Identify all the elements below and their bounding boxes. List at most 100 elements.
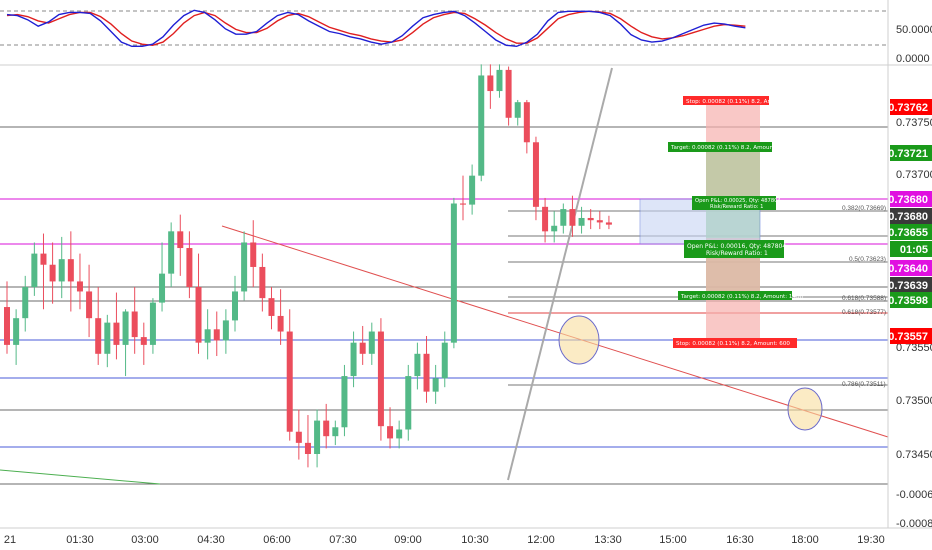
fib-label: 0.5(0.73623) — [849, 256, 886, 263]
candle-body[interactable] — [532, 142, 539, 207]
candle-body[interactable] — [587, 217, 594, 221]
candle-body[interactable] — [295, 431, 302, 443]
candle-body[interactable] — [450, 203, 457, 343]
candle-body[interactable] — [505, 69, 512, 118]
price-badge-text: 0.73640 — [888, 263, 928, 275]
candle-body[interactable] — [341, 376, 348, 428]
price-badge-text: 0.73762 — [888, 102, 928, 114]
candle-body[interactable] — [359, 342, 366, 354]
stop-label-bottom-text: Stop: 0.00082 (0.11%) 8.2, Amount: 600 — [676, 341, 790, 347]
candle-body[interactable] — [460, 203, 466, 205]
open-pnl-long-label[interactable] — [684, 240, 784, 258]
candle-body[interactable] — [86, 291, 93, 319]
time-axis[interactable]: 21 01:30 03:00 04:30 06:00 07:30 09:00 10:30 12:… — [0, 527, 932, 546]
candle-body[interactable] — [113, 322, 120, 345]
candle-body[interactable] — [250, 242, 257, 267]
candle-body[interactable] — [469, 175, 476, 205]
price-tick: -0.0008 — [896, 518, 932, 530]
candle-body[interactable] — [95, 318, 102, 354]
candle-body[interactable] — [350, 342, 357, 377]
candle-body[interactable] — [396, 429, 403, 439]
candle-body[interactable] — [286, 331, 293, 432]
candle-body[interactable] — [213, 329, 220, 341]
price-tick: -0.0006 — [896, 489, 932, 501]
stop-label-bottom[interactable] — [673, 338, 797, 348]
candle-body[interactable] — [569, 209, 576, 226]
candle-body[interactable] — [441, 342, 448, 379]
candle-body[interactable] — [13, 318, 20, 345]
candle-body[interactable] — [551, 225, 558, 232]
time-label: 21 — [4, 534, 16, 546]
candle-body[interactable] — [4, 307, 10, 345]
candle-body[interactable] — [67, 259, 74, 282]
candle-body[interactable] — [423, 353, 430, 392]
candles[interactable] — [4, 64, 612, 468]
candle-body[interactable] — [104, 322, 111, 354]
candle-body[interactable] — [204, 329, 211, 343]
candle-body[interactable] — [314, 420, 321, 454]
stop-label-top[interactable] — [683, 96, 769, 105]
candle-body[interactable] — [487, 75, 494, 92]
candle-body[interactable] — [496, 69, 503, 92]
candle-body[interactable] — [605, 222, 612, 225]
candle-body[interactable] — [31, 253, 38, 287]
open-pnl-long-text: Open P&L: 0.00016, Qty: 487804 — [687, 243, 786, 250]
candle-body[interactable] — [177, 231, 184, 249]
candle-body[interactable] — [560, 209, 567, 226]
candle-body[interactable] — [232, 291, 238, 321]
price-axis[interactable]: 0.73750 0.73700 0.73550 0.73500 0.73450 … — [887, 0, 932, 530]
open-rr-short-text: Risk/Reward Ratio: 1 — [710, 204, 763, 210]
candle-body[interactable] — [277, 315, 284, 332]
open-pnl-short-label[interactable] — [692, 196, 776, 210]
candle-body[interactable] — [168, 231, 175, 274]
candle-body[interactable] — [195, 287, 202, 343]
highlight-ellipse[interactable] — [787, 387, 823, 431]
candle-body[interactable] — [523, 102, 530, 143]
target-label-bottom[interactable] — [678, 291, 792, 300]
osc-axis-label-0: 0.0000 — [896, 53, 930, 65]
candle-body[interactable] — [40, 253, 47, 265]
candle-body[interactable] — [578, 217, 585, 226]
candle-body[interactable] — [478, 75, 485, 176]
candle-body[interactable] — [140, 337, 147, 345]
candle-body[interactable] — [259, 266, 266, 299]
candle-body[interactable] — [222, 320, 229, 341]
candle-body[interactable] — [241, 242, 248, 292]
highlight-ellipse[interactable] — [558, 315, 600, 365]
candle-body[interactable] — [186, 248, 193, 287]
candle-body[interactable] — [268, 298, 275, 316]
candle-body[interactable] — [131, 311, 138, 338]
candle-body[interactable] — [332, 427, 339, 437]
candle-body[interactable] — [368, 331, 375, 354]
target-label-top[interactable] — [668, 142, 772, 152]
candle-body[interactable] — [49, 264, 56, 282]
gray-trendline[interactable] — [507, 67, 613, 481]
candle-body[interactable] — [304, 442, 311, 454]
candle-body[interactable] — [596, 220, 603, 223]
candle-body[interactable] — [542, 206, 549, 232]
candle-body[interactable] — [432, 378, 439, 392]
price-badge-text: 0.73680 — [888, 194, 928, 206]
candle-body[interactable] — [58, 259, 65, 282]
candle-body[interactable] — [387, 426, 394, 439]
candle-body[interactable] — [149, 302, 156, 345]
candle-body[interactable] — [122, 311, 129, 345]
time-label: 03:00 — [131, 534, 159, 546]
red-trendline[interactable] — [221, 225, 889, 438]
price-badge-text: 0.73680 — [888, 211, 928, 223]
candle-body[interactable] — [22, 287, 29, 319]
position-labels[interactable]: Stop: 0.00082 (0.11%) 8.2, Amount: 600 T… — [668, 96, 804, 348]
green-trendline[interactable] — [0, 469, 161, 485]
price-badge-text: 0.73655 — [888, 227, 928, 239]
price-badge — [890, 241, 932, 257]
candle-body[interactable] — [514, 102, 521, 118]
stochastic-pane[interactable]: 50.0000 0.0000 — [0, 9, 932, 65]
candle-body[interactable] — [159, 273, 166, 303]
candle-body[interactable] — [377, 331, 384, 427]
candle-body[interactable] — [405, 376, 412, 430]
candle-body[interactable] — [76, 281, 83, 292]
candle-body[interactable] — [323, 420, 330, 437]
candle-body[interactable] — [414, 353, 421, 377]
